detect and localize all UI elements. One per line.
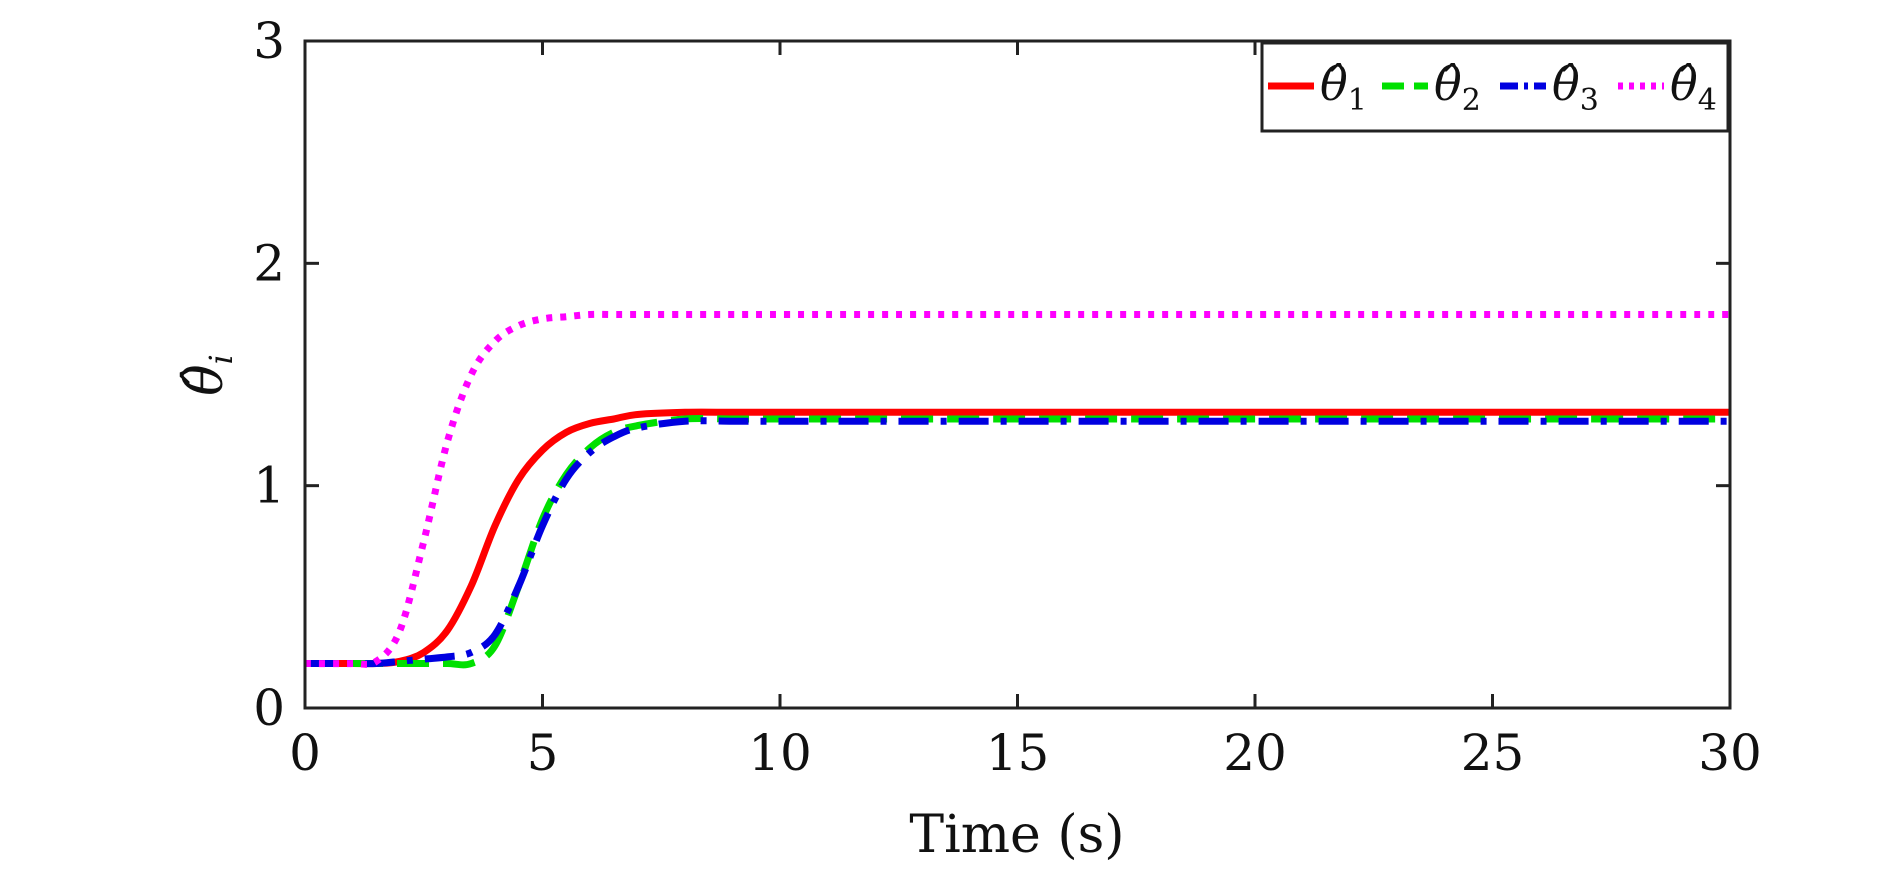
series-line-3: [304, 417, 1730, 668]
legend-label-2: θ̂2: [1434, 57, 1481, 118]
x-tick-label: 15: [986, 724, 1050, 782]
legend-label-subscript: 2: [1462, 83, 1481, 118]
legend-label-symbol: θ̂: [1434, 57, 1462, 111]
x-tick-label: 5: [527, 724, 559, 782]
y-axis-title-symbol: θ̂: [175, 364, 235, 395]
series-layer: [304, 310, 1730, 669]
legend-label-symbol: θ̂: [1670, 57, 1698, 111]
x-tick-label: 25: [1461, 724, 1525, 782]
legend-label-symbol: θ̂: [1320, 57, 1348, 111]
plot-area: [305, 41, 1730, 708]
legend-label-symbol: θ̂: [1552, 57, 1580, 111]
legend-label-subscript: 1: [1348, 83, 1367, 118]
y-tick-label: 0: [253, 679, 285, 737]
y-tick-label: 3: [253, 12, 285, 70]
legend: θ̂1 θ̂2 θ̂3 θ̂4: [1260, 41, 1730, 133]
x-tick-label: 20: [1223, 724, 1287, 782]
legend-label-subscript: 3: [1580, 83, 1599, 118]
legend-label-3: θ̂3: [1552, 57, 1599, 118]
svg-text:θ̂i: θ̂i: [175, 354, 240, 396]
legend-box: [1260, 41, 1730, 133]
y-axis-title-subscript: i: [202, 354, 240, 364]
x-tick-label: 10: [748, 724, 812, 782]
y-tick-label: 2: [253, 234, 285, 292]
plot-frame: [303, 39, 1732, 710]
x-axis-title: Time (s): [909, 805, 1124, 865]
y-tick-label: 1: [253, 457, 285, 515]
x-tick-label: 30: [1698, 724, 1762, 782]
tick-labels: 0 5 10 15 20 25 30 0 1 2 3: [253, 12, 1762, 782]
legend-label-1: θ̂1: [1320, 57, 1367, 118]
series-line-1: [304, 408, 1730, 668]
legend-label-4: θ̂4: [1670, 57, 1717, 118]
series-line-2: [304, 415, 1730, 669]
x-tick-label: 0: [289, 724, 321, 782]
y-axis-title: θ̂i: [175, 354, 240, 396]
legend-label-subscript: 4: [1698, 83, 1717, 118]
